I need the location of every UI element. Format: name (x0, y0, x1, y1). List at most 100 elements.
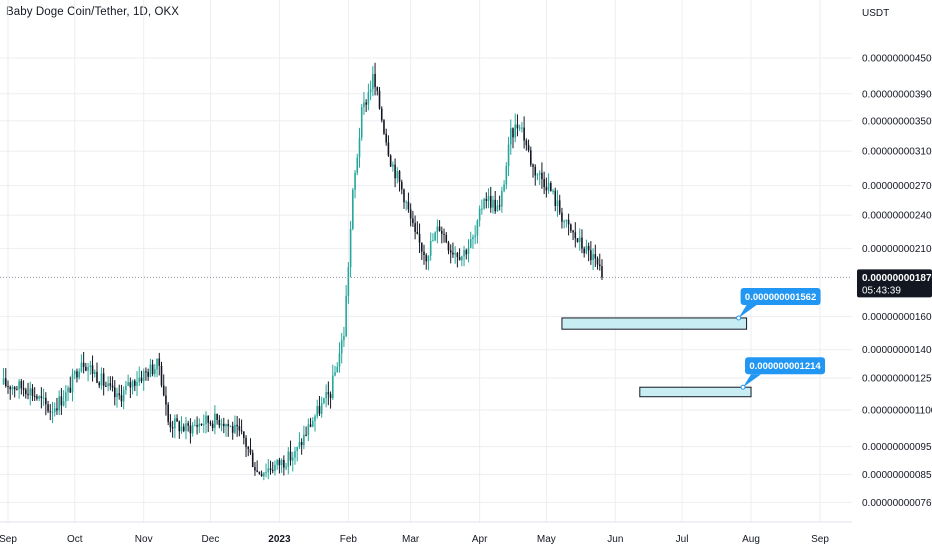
candle-body (214, 413, 216, 428)
candle-body (149, 364, 152, 377)
candle-body (113, 387, 116, 398)
candle-body (136, 382, 138, 386)
y-tick-label: 0.000000001600 (862, 312, 932, 323)
candle-body (51, 412, 54, 414)
candle-body (251, 452, 254, 468)
callout-anchor (736, 315, 742, 321)
x-tick-label: Oct (67, 534, 83, 545)
candle-body (396, 171, 399, 179)
candle-body (365, 102, 367, 105)
candle-body (445, 234, 448, 243)
candle-body (53, 408, 56, 413)
candle-body (340, 340, 343, 354)
candle-body (238, 426, 241, 431)
candle-body (458, 257, 461, 261)
candle-body (227, 424, 230, 427)
candle-body (96, 371, 98, 383)
candle-body (256, 470, 258, 472)
candle-body (180, 426, 183, 432)
candle-body (509, 128, 512, 145)
y-tick-label: 0.000000000850 (862, 470, 932, 481)
candle-body (16, 389, 18, 391)
candle-body (162, 385, 165, 396)
candle-body (420, 242, 423, 252)
candle-body (550, 183, 552, 192)
candle-body (521, 127, 523, 129)
x-tick-label: Aug (742, 534, 760, 545)
candle-body (556, 200, 559, 206)
candle-body (487, 195, 490, 201)
candle-body (131, 380, 134, 388)
candle-body (449, 250, 452, 253)
candle-body (332, 375, 334, 398)
y-tick-label: 0.000000002100 (862, 244, 932, 255)
candle-body (178, 421, 181, 432)
candle-body (243, 431, 245, 438)
candle-body (532, 164, 534, 167)
candle-body (380, 108, 383, 121)
callout-box (745, 357, 826, 375)
candle-body (207, 415, 210, 423)
candle-body (372, 73, 374, 90)
candle-body (311, 420, 314, 427)
candle-body (134, 380, 136, 386)
candle-body (363, 102, 365, 107)
candle-body (492, 199, 494, 208)
candle-body (29, 388, 32, 396)
candle-body (563, 221, 565, 223)
candle-body (327, 392, 330, 395)
candle-body (185, 423, 187, 431)
candle-body (412, 218, 414, 224)
target-zone-box (561, 317, 748, 330)
candle-body (127, 382, 129, 386)
candle-body (45, 397, 47, 405)
candle-body (320, 403, 323, 414)
candle-body (305, 434, 307, 436)
candle-body (296, 446, 299, 452)
candle-body (585, 245, 588, 254)
candle-body (11, 387, 14, 390)
candle-body (518, 127, 521, 129)
x-tick-label: Nov (135, 534, 153, 545)
candle-body (260, 473, 263, 477)
candle-body (590, 250, 592, 261)
candle-body (536, 174, 539, 176)
candle-body (254, 467, 256, 471)
candle-body (129, 382, 132, 388)
candle-body (574, 232, 577, 239)
candle-body (263, 472, 265, 477)
candle-body (283, 459, 285, 468)
candle-body (472, 237, 474, 240)
candle-body (218, 419, 221, 426)
candle-body (122, 390, 125, 402)
candle-body (269, 468, 272, 471)
candle-body (392, 164, 394, 167)
candle-body (463, 250, 465, 257)
candle-body (187, 423, 189, 426)
candle-body (594, 254, 597, 259)
candle-body (80, 362, 83, 372)
candle-body (334, 372, 336, 376)
candle-body (543, 179, 545, 188)
y-tick-label: 0.000000004500 (862, 54, 932, 65)
candle-body (294, 451, 296, 458)
y-tick-label: 0.000000001100 (862, 406, 932, 417)
candle-body (47, 404, 49, 412)
candle-body (240, 430, 243, 432)
candle-body (441, 230, 443, 234)
candle-body (87, 367, 89, 371)
candle-body (407, 201, 410, 210)
candle-body (367, 92, 370, 105)
candle-body (198, 423, 201, 427)
candle-body (309, 424, 312, 427)
candle-body (505, 166, 508, 185)
candle-body (89, 365, 92, 368)
candle-body (570, 224, 572, 231)
candle-body (22, 388, 25, 390)
candle-body (552, 190, 554, 192)
x-tick-label: Jul (676, 534, 689, 545)
candle-body (138, 377, 141, 383)
candle-body (558, 200, 561, 213)
